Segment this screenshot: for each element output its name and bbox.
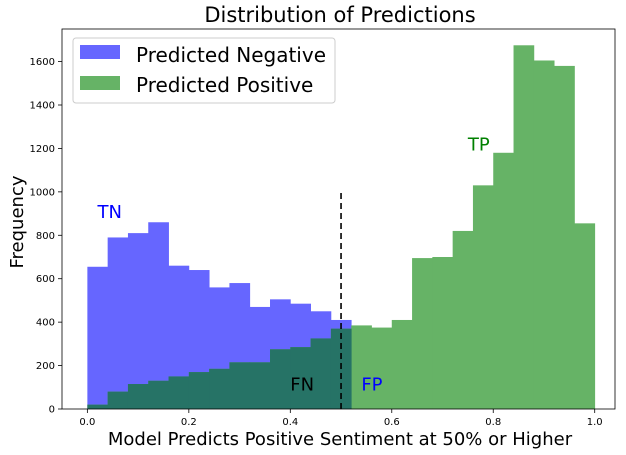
x-tick-label: 0.4 <box>282 417 298 428</box>
bar-predicted-positive <box>472 185 494 409</box>
plot-area: TN TP FN FP <box>87 45 596 410</box>
legend-box <box>72 37 336 104</box>
x-tick-label: 0.0 <box>79 417 95 428</box>
x-axis-label: Model Predicts Positive Sentiment at 50%… <box>108 429 573 450</box>
y-tick-label: 200 <box>36 361 55 372</box>
annotation-tp: TP <box>467 135 490 156</box>
bar-predicted-positive <box>391 319 413 409</box>
y-tick-label: 0 <box>49 405 55 416</box>
bar-predicted-positive <box>452 230 474 409</box>
bar-predicted-positive <box>574 223 596 409</box>
legend: Predicted Negative Predicted Positive <box>72 37 336 104</box>
bar-overlap <box>87 404 109 409</box>
series-overlap <box>87 328 352 409</box>
bar-overlap <box>168 376 190 409</box>
y-tick-label: 400 <box>36 318 55 329</box>
annotation-fp: FP <box>361 375 382 396</box>
y-tick-label: 1000 <box>30 187 55 198</box>
bar-predicted-positive <box>412 258 433 409</box>
legend-label-predicted-negative: Predicted Negative <box>136 43 326 67</box>
y-tick-label: 800 <box>36 231 55 242</box>
legend-swatch-predicted-negative <box>80 45 120 59</box>
bar-predicted-negative <box>168 265 190 409</box>
annotation-fn: FN <box>290 375 314 396</box>
bar-predicted-negative <box>127 233 149 409</box>
bar-predicted-positive <box>432 257 454 409</box>
plot-frame <box>61 28 616 410</box>
bar-predicted-negative <box>107 237 129 409</box>
bar-predicted-positive <box>533 60 555 409</box>
bar-overlap <box>188 372 210 409</box>
bar-predicted-negative <box>148 222 169 409</box>
annotations: TN TP FN FP <box>97 135 490 396</box>
bar-predicted-negative <box>87 266 109 409</box>
legend-swatch-predicted-positive <box>80 76 120 90</box>
bar-overlap <box>209 368 230 409</box>
x-tick-label: 1.0 <box>587 417 603 428</box>
bar-predicted-positive <box>554 65 575 410</box>
x-tick-label: 0.2 <box>181 417 197 428</box>
bar-overlap <box>127 384 149 409</box>
bar-predicted-positive <box>493 152 514 409</box>
y-tick-label: 1200 <box>30 144 55 155</box>
y-tick-label: 600 <box>36 274 55 285</box>
bar-overlap <box>148 380 169 409</box>
bar-overlap <box>310 338 332 409</box>
bar-overlap <box>270 349 291 409</box>
x-tick-label: 0.6 <box>384 417 400 428</box>
annotation-tn: TN <box>97 202 122 223</box>
y-axis-label: Frequency <box>7 175 28 268</box>
bar-predicted-positive <box>371 327 393 409</box>
chart-title: Distribution of Predictions <box>204 3 475 27</box>
bar-overlap <box>229 362 251 409</box>
y-axis: 0 200 400 600 800 1000 1200 1400 1600 <box>30 57 62 416</box>
bar-predicted-positive <box>513 45 535 410</box>
bar-overlap <box>107 391 129 409</box>
x-tick-label: 0.8 <box>485 417 501 428</box>
bar-overlap <box>290 347 311 409</box>
x-axis: 0.0 0.2 0.4 0.6 0.8 1.0 <box>79 409 603 428</box>
bar-overlap <box>249 362 271 409</box>
y-tick-label: 1400 <box>30 101 55 112</box>
y-tick-label: 1600 <box>30 57 55 68</box>
legend-label-predicted-positive: Predicted Positive <box>136 73 313 97</box>
bar-predicted-positive <box>351 325 372 409</box>
